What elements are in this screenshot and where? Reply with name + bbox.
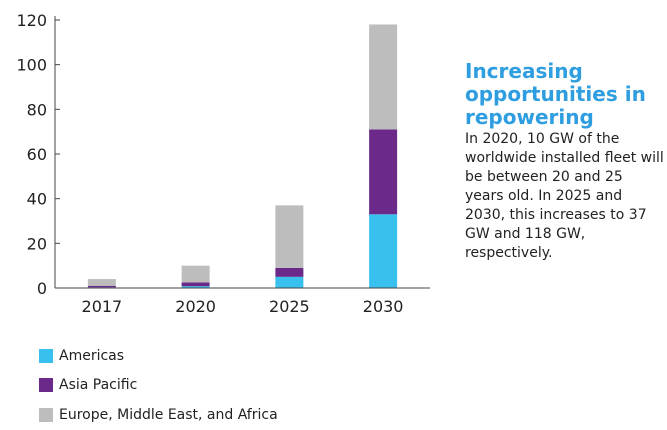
- legend-item-americas: Americas: [39, 341, 278, 371]
- bar-segment: [181, 282, 210, 287]
- stacked-bar-chart: 0 20 40 60 80 100 120 2017 2020 2025 2030: [16, 11, 430, 316]
- legend-label-americas: Americas: [59, 347, 125, 364]
- legend-label-asia-pacific: Asia Pacific: [59, 377, 138, 394]
- y-tick-label: 60: [27, 145, 47, 164]
- legend-swatch-emea: [39, 407, 53, 422]
- bar-segment: [181, 286, 210, 288]
- bar-segment: [369, 129, 398, 215]
- y-tick-label: 100: [16, 56, 47, 75]
- bar-segment: [275, 205, 304, 268]
- bar-segment: [87, 279, 116, 286]
- x-tick-label: 2017: [82, 297, 123, 316]
- bar-segment: [275, 267, 304, 277]
- chart-legend: Americas Asia Pacific Europe, Middle Eas…: [39, 341, 278, 430]
- bar-segment: [275, 276, 304, 288]
- bar-segment: [369, 24, 398, 130]
- legend-item-emea: Europe, Middle East, and Africa: [39, 400, 278, 430]
- legend-swatch-americas: [39, 348, 53, 363]
- y-tick-label: 80: [27, 100, 47, 119]
- legend-swatch-asia-pacific: [39, 378, 53, 393]
- y-tick-label: 40: [27, 190, 47, 209]
- x-tick-label: 2030: [363, 297, 404, 316]
- side-panel: Increasing opportunities in repowering I…: [465, 60, 665, 263]
- bar-segment: [87, 285, 116, 288]
- x-tick-label: 2025: [269, 297, 310, 316]
- panel-title: Increasing opportunities in repowering: [465, 59, 646, 129]
- bar-segment: [369, 214, 398, 288]
- legend-item-asia-pacific: Asia Pacific: [39, 371, 278, 401]
- panel-text: In 2020, 10 GW of the worldwide installe…: [465, 131, 664, 261]
- bar-segment: [181, 265, 210, 283]
- y-tick-label: 20: [27, 234, 47, 253]
- y-tick-label: 0: [37, 279, 47, 298]
- x-tick-label: 2020: [175, 297, 216, 316]
- legend-label-emea: Europe, Middle East, and Africa: [59, 406, 278, 423]
- y-tick-label: 120: [16, 11, 47, 30]
